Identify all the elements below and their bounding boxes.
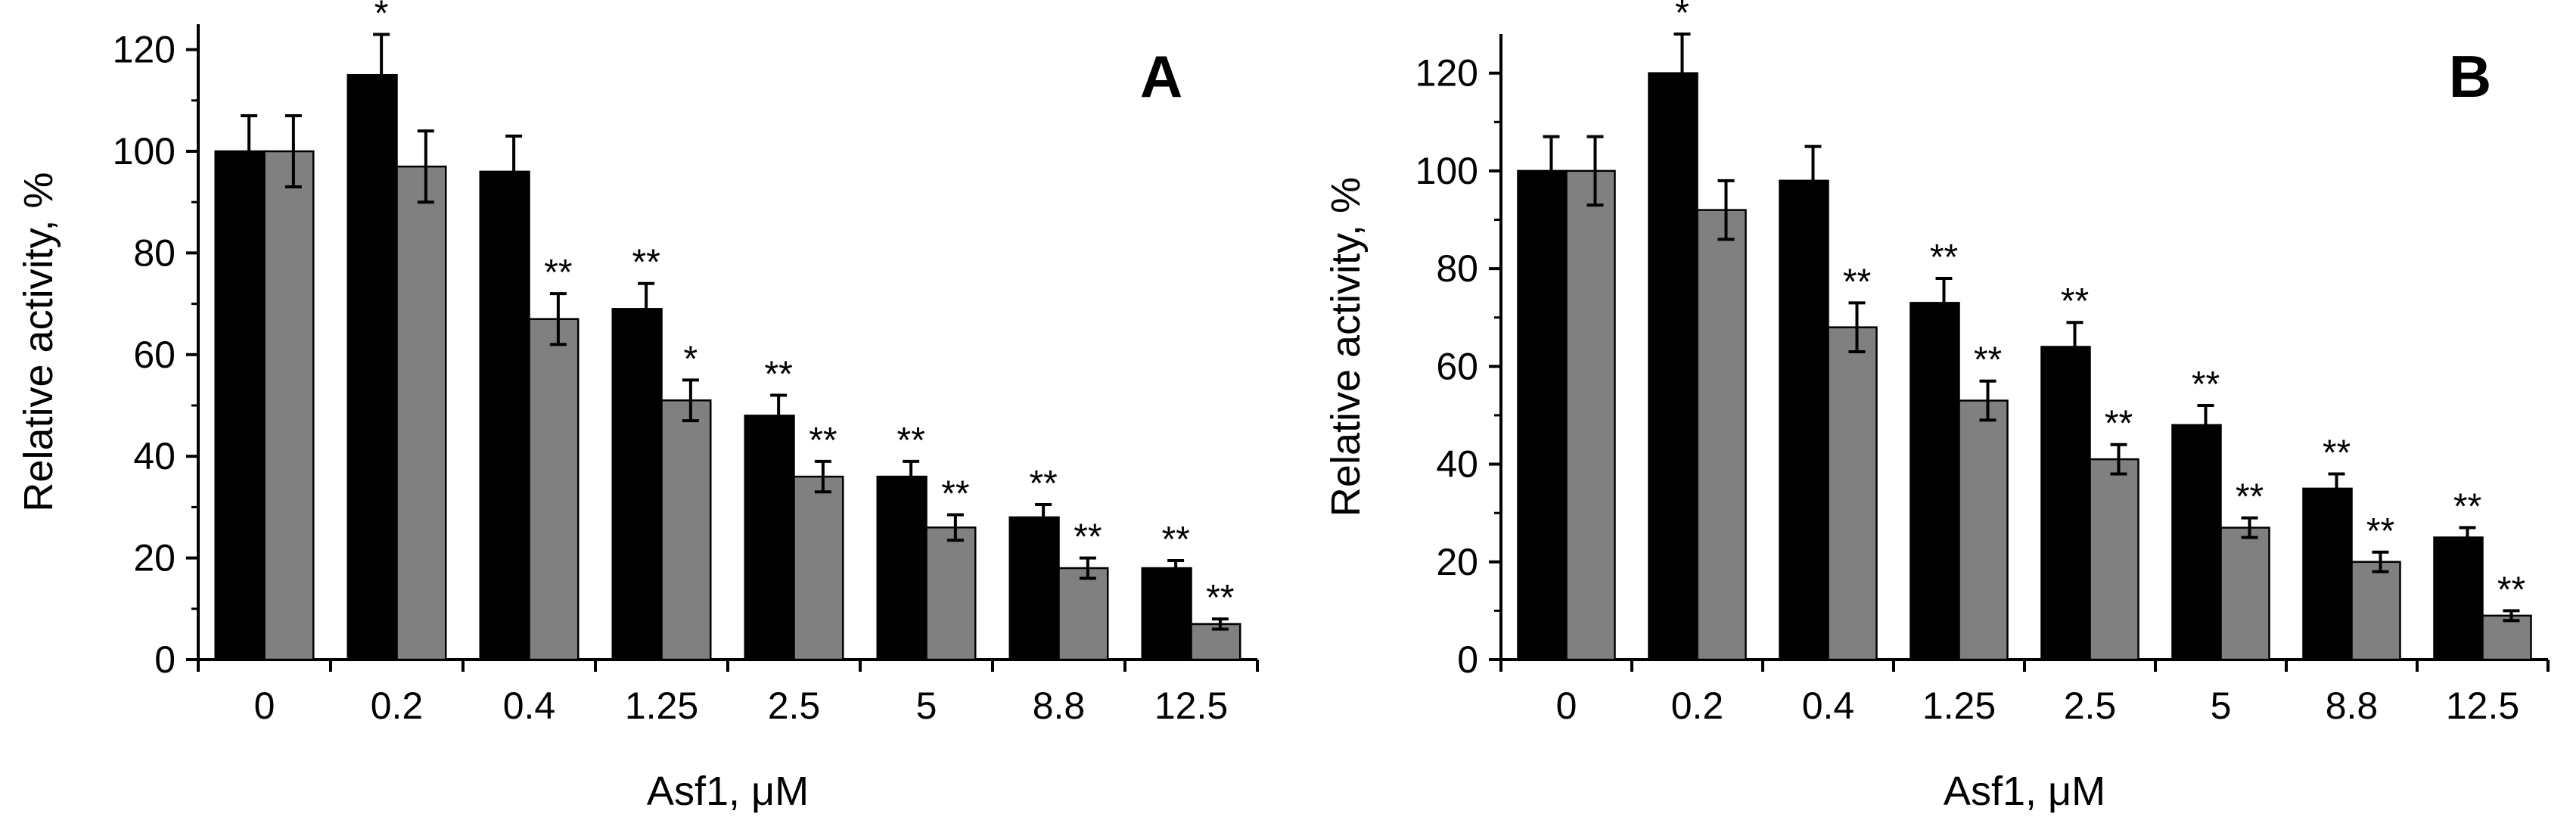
y-tick-label: 80 [1436, 247, 1478, 290]
bar-black [2040, 346, 2091, 661]
significance-mark: ** [1930, 238, 1958, 278]
x-tick-label: 2.5 [768, 685, 821, 727]
significance-mark: * [684, 339, 698, 379]
significance-mark: ** [1161, 520, 1189, 560]
bar-gray [528, 318, 580, 661]
bar-black [2302, 487, 2353, 661]
bar-black [2171, 424, 2222, 661]
bar-gray [2481, 614, 2532, 661]
x-tick-label: 2.5 [2064, 685, 2117, 727]
y-tick-label: 80 [133, 231, 176, 274]
x-tick-label: 0 [1556, 685, 1577, 727]
y-tick-label: 20 [1436, 541, 1478, 583]
y-tick-label: 0 [1457, 638, 1478, 681]
bar-black [876, 475, 928, 661]
significance-mark: ** [1029, 464, 1057, 504]
x-axis-title: Asf1, μM [1944, 769, 2105, 814]
significance-mark: ** [896, 421, 924, 461]
bar-black [2433, 536, 2484, 661]
bar-gray [1058, 567, 1109, 661]
bar-black [214, 150, 266, 661]
bar-black [1141, 567, 1192, 661]
bar-gray [1827, 326, 1878, 661]
significance-mark: ** [2323, 433, 2351, 473]
significance-mark: ** [2497, 570, 2525, 610]
significance-mark: ** [2061, 281, 2089, 321]
y-axis-title: Relative activity, % [16, 172, 61, 511]
x-tick-label: 5 [916, 685, 937, 727]
bar-gray [2220, 526, 2270, 661]
y-axis-title: Relative activity, % [1323, 177, 1369, 517]
significance-mark: * [1675, 0, 1689, 33]
significance-mark: ** [2105, 404, 2133, 444]
significance-mark: ** [2236, 477, 2264, 517]
x-tick-label: 1.25 [1922, 685, 1996, 727]
y-tick-label: 40 [1436, 443, 1478, 486]
bar-black [479, 170, 530, 661]
panel-label: A [1140, 43, 1182, 110]
bar-black [346, 73, 398, 661]
x-tick-label: 0.2 [1671, 685, 1724, 727]
significance-mark: ** [809, 421, 837, 461]
y-tick-label: 100 [1415, 150, 1478, 192]
x-tick-label: 5 [2211, 685, 2232, 727]
significance-mark: ** [1074, 517, 1102, 558]
bar-black [1517, 169, 1568, 661]
y-tick-label: 20 [133, 537, 176, 579]
y-tick-label: 120 [1415, 52, 1478, 95]
significance-mark: ** [941, 474, 969, 514]
y-tick-label: 60 [1436, 345, 1478, 387]
y-tick-label: 120 [113, 29, 176, 71]
x-tick-label: 0.4 [1802, 685, 1855, 727]
bar-gray [1958, 399, 2009, 661]
y-tick-label: 100 [113, 130, 176, 172]
bar-gray [2089, 458, 2139, 661]
bar-black [611, 308, 663, 661]
significance-mark: ** [2192, 365, 2220, 405]
bar-black [1648, 72, 1698, 661]
x-tick-label: 1.25 [625, 685, 698, 727]
x-tick-label: 0.4 [503, 685, 556, 727]
y-tick-label: 40 [133, 435, 176, 477]
significance-mark: ** [1206, 578, 1234, 618]
bar-gray [1565, 169, 1616, 661]
bar-black [1779, 179, 1829, 661]
bar-gray [793, 475, 844, 661]
bar-black [744, 415, 795, 661]
bar-gray [925, 526, 977, 661]
x-tick-label: 0 [254, 685, 275, 727]
x-tick-label: 12.5 [2446, 685, 2519, 727]
significance-mark: ** [632, 243, 660, 283]
significance-mark: * [374, 0, 389, 33]
y-tick-label: 0 [154, 638, 176, 681]
panel-label: B [2449, 43, 2491, 110]
significance-mark: ** [544, 253, 572, 293]
x-tick-label: 8.8 [2326, 685, 2379, 727]
bar-gray [396, 165, 447, 661]
x-tick-label: 0.2 [371, 685, 424, 727]
y-tick-label: 60 [133, 334, 176, 376]
bar-gray [1696, 209, 1747, 661]
bar-black [1909, 302, 1960, 661]
x-tick-label: 12.5 [1154, 685, 1228, 727]
bar-gray [660, 399, 712, 661]
significance-mark: ** [1843, 262, 1871, 302]
x-axis-title: Asf1, μM [647, 769, 809, 814]
significance-mark: ** [764, 355, 792, 395]
bar-black [1008, 516, 1060, 661]
bar-gray [2351, 561, 2401, 661]
x-tick-label: 8.8 [1033, 685, 1086, 727]
significance-mark: ** [1974, 340, 2002, 380]
bar-gray [263, 150, 315, 661]
significance-mark: ** [2453, 487, 2481, 527]
significance-mark: ** [2366, 511, 2394, 551]
